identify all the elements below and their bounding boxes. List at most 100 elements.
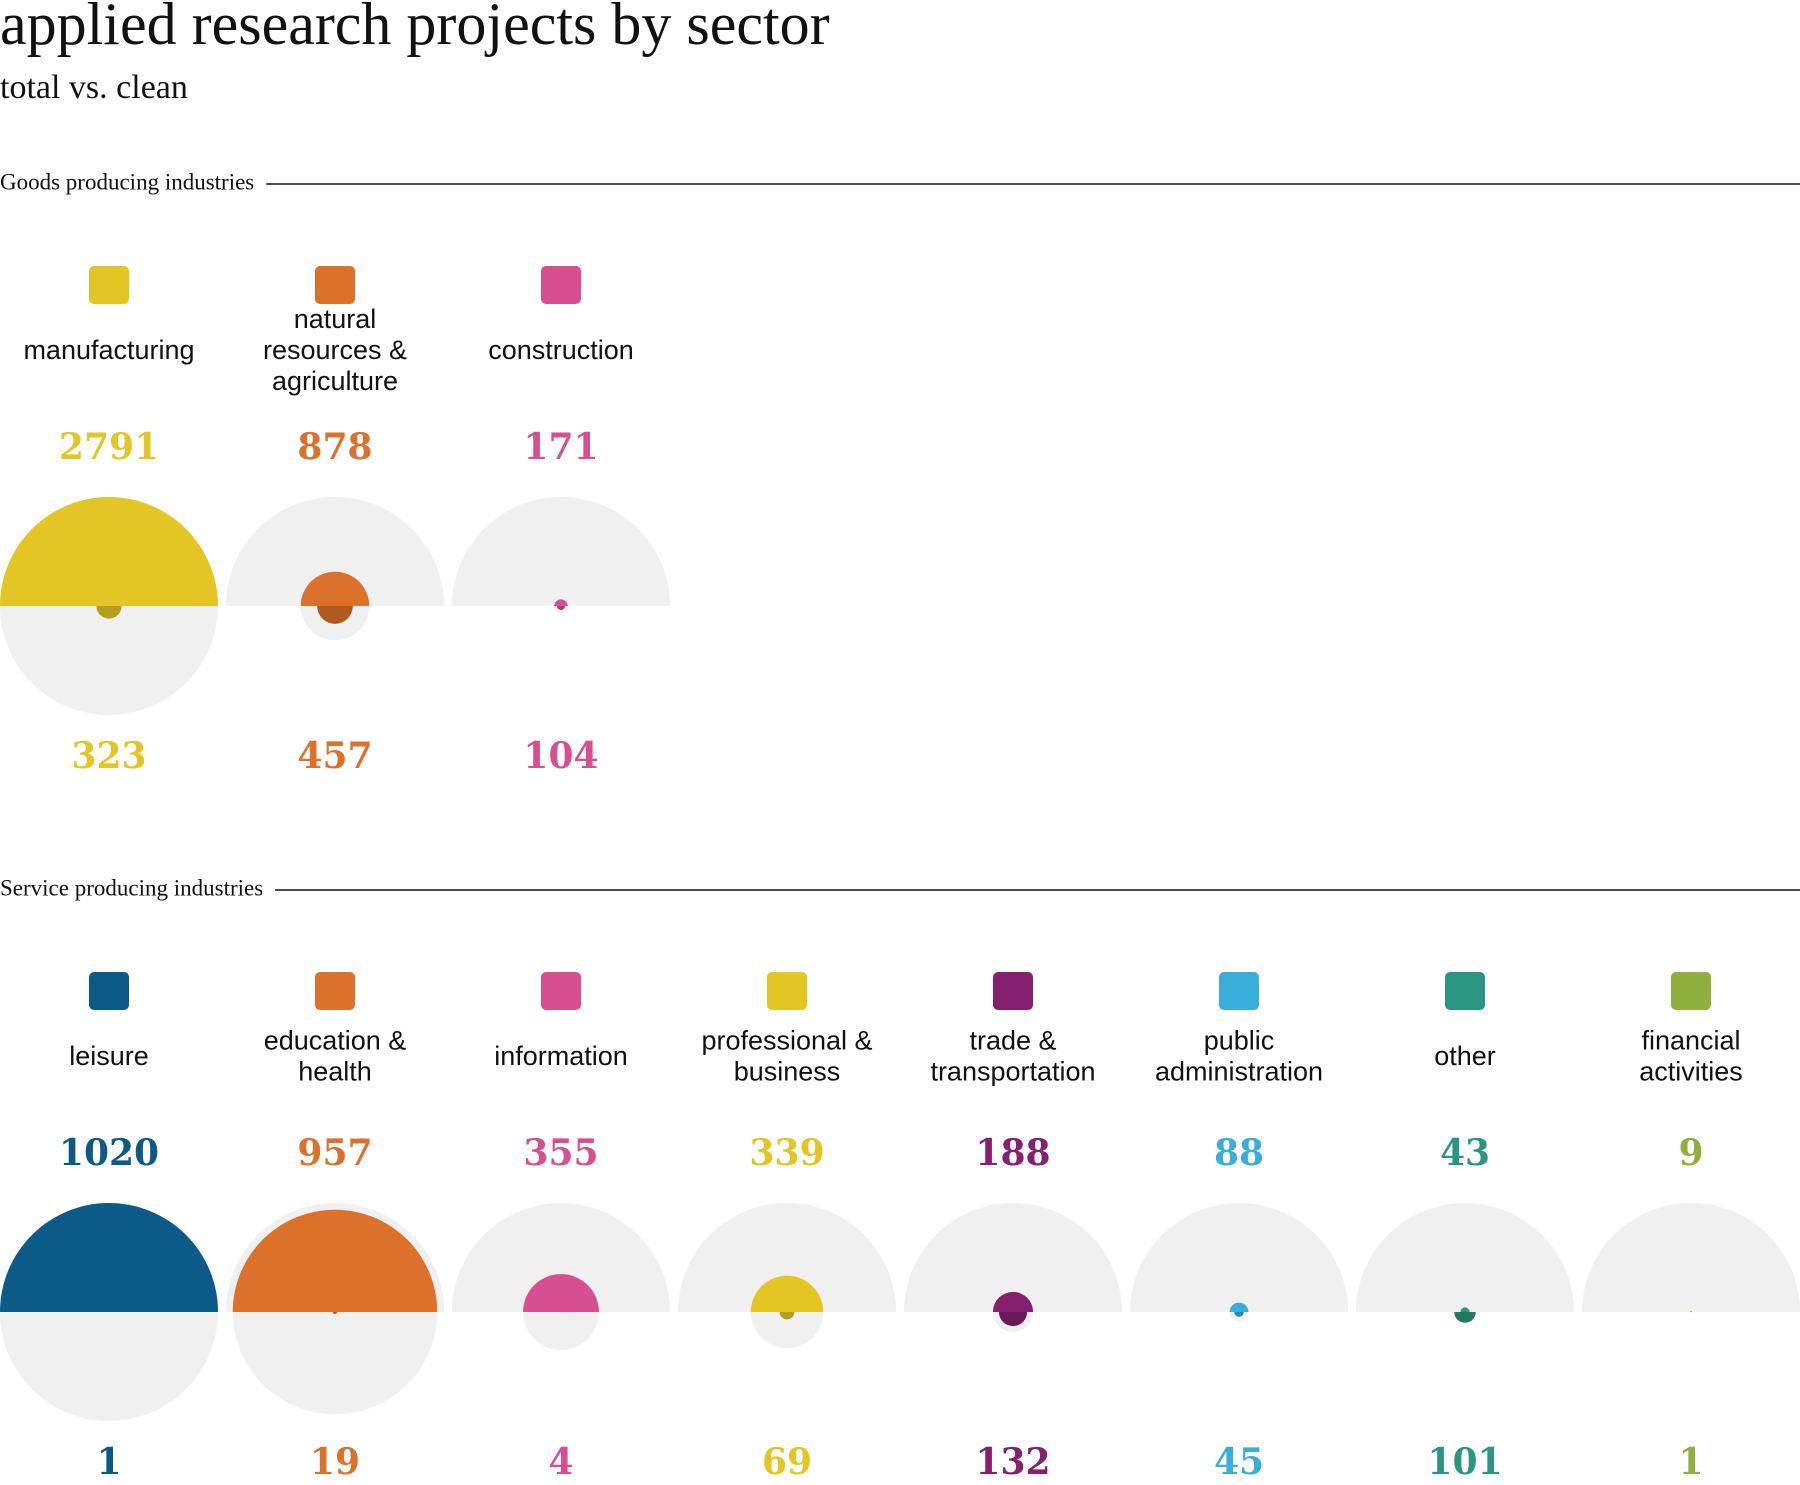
clean-half — [96, 606, 122, 619]
background-half — [226, 497, 444, 606]
total-shadow-half — [1690, 1312, 1692, 1313]
label-line: trade & — [969, 1026, 1056, 1056]
label-line: administration — [1155, 1057, 1323, 1087]
section-title: Goods producing industries — [0, 169, 254, 194]
sector-label: leisure — [69, 1041, 149, 1071]
clean-half — [998, 1312, 1028, 1327]
page-subtitle: total vs. clean — [0, 69, 188, 106]
total-label: 355 — [523, 1132, 598, 1174]
total-label: 957 — [297, 1132, 372, 1174]
total-shadow-half — [0, 1312, 218, 1421]
sector-label: professional & business — [701, 1026, 872, 1087]
sector-label: other — [1434, 1041, 1496, 1071]
total-half — [232, 1209, 438, 1312]
clean-half — [779, 1312, 795, 1320]
total-shadow-half — [523, 1312, 599, 1350]
sector-label: education & health — [264, 1026, 407, 1087]
label-line: information — [494, 1041, 628, 1071]
label-line: manufacturing — [23, 335, 194, 365]
sector-icon — [1219, 972, 1259, 1010]
total-label: 339 — [749, 1132, 824, 1174]
total-half — [1690, 1311, 1692, 1312]
sector-label: manufacturing — [23, 335, 194, 365]
sector-label: public administration — [1155, 1026, 1323, 1087]
sector-icon — [541, 972, 581, 1010]
clean-half — [1234, 1312, 1244, 1317]
sector-icon — [315, 972, 355, 1010]
label-line: construction — [488, 335, 634, 365]
total-label: 43 — [1440, 1132, 1490, 1174]
label-line: other — [1434, 1041, 1496, 1071]
total-half — [1229, 1302, 1249, 1312]
total-half — [750, 1275, 824, 1312]
sector-icon — [767, 972, 807, 1010]
sector-label: trade & transportation — [930, 1026, 1095, 1087]
label-line: agriculture — [272, 366, 398, 396]
clean-label: 132 — [975, 1441, 1050, 1483]
page-title: applied research projects by sector — [0, 0, 830, 57]
sector-label: natural resources & agriculture — [263, 304, 407, 396]
label-line: natural — [294, 304, 377, 334]
total-label: 878 — [297, 426, 372, 468]
background-half — [1582, 1203, 1800, 1312]
total-label: 1020 — [59, 1132, 159, 1174]
background-half — [1130, 1203, 1348, 1312]
sector-label: financial activities — [1639, 1026, 1743, 1087]
background-half — [904, 1203, 1122, 1312]
clean-label: 45 — [1214, 1441, 1264, 1483]
sector-icon — [1445, 972, 1485, 1010]
sector-icon — [89, 972, 129, 1010]
clean-label: 323 — [71, 735, 146, 777]
label-line: resources & — [263, 335, 407, 365]
sector-label: information — [494, 1041, 628, 1071]
total-shadow-half — [0, 606, 218, 715]
label-line: business — [734, 1057, 841, 1087]
clean-label: 19 — [310, 1441, 360, 1483]
total-half — [300, 571, 370, 606]
section-title: Service producing industries — [0, 875, 263, 900]
sector-icon — [1671, 972, 1711, 1010]
sector-icon — [541, 266, 581, 304]
label-line: public — [1204, 1026, 1275, 1056]
clean-half — [1454, 1312, 1476, 1323]
label-line: transportation — [930, 1057, 1095, 1087]
sector-icon — [315, 266, 355, 304]
total-half — [992, 1291, 1034, 1312]
clean-label: 69 — [762, 1441, 812, 1483]
label-line: financial — [1641, 1026, 1740, 1056]
clean-half — [332, 1312, 338, 1315]
background-half — [1356, 1203, 1574, 1312]
background-half — [452, 497, 670, 606]
clean-half — [556, 606, 566, 611]
clean-label: 457 — [297, 735, 372, 777]
clean-label: 101 — [1427, 1441, 1502, 1483]
clean-label: 1 — [96, 1441, 121, 1483]
label-line: activities — [1639, 1057, 1743, 1087]
clean-label: 1 — [1678, 1441, 1703, 1483]
background-half — [678, 1203, 896, 1312]
total-half — [523, 1274, 599, 1312]
clean-label: 4 — [548, 1441, 573, 1483]
total-shadow-half — [232, 1312, 438, 1415]
label-line: leisure — [69, 1041, 149, 1071]
total-half — [1460, 1307, 1470, 1312]
total-half — [0, 1203, 218, 1312]
label-line: professional & — [701, 1026, 872, 1056]
sector-icon — [89, 266, 129, 304]
total-shadow-half — [750, 1312, 824, 1349]
total-label: 88 — [1214, 1132, 1264, 1174]
total-half — [554, 599, 568, 606]
total-label: 188 — [975, 1132, 1050, 1174]
label-line: health — [298, 1057, 372, 1087]
sector-icon — [993, 972, 1033, 1010]
total-half — [0, 497, 218, 606]
total-label: 2791 — [59, 426, 159, 468]
background-half — [452, 1203, 670, 1312]
clean-half — [317, 606, 353, 624]
clean-label: 104 — [523, 735, 598, 777]
sector-label: construction — [488, 335, 634, 365]
label-line: education & — [264, 1026, 407, 1056]
total-label: 9 — [1678, 1132, 1703, 1174]
